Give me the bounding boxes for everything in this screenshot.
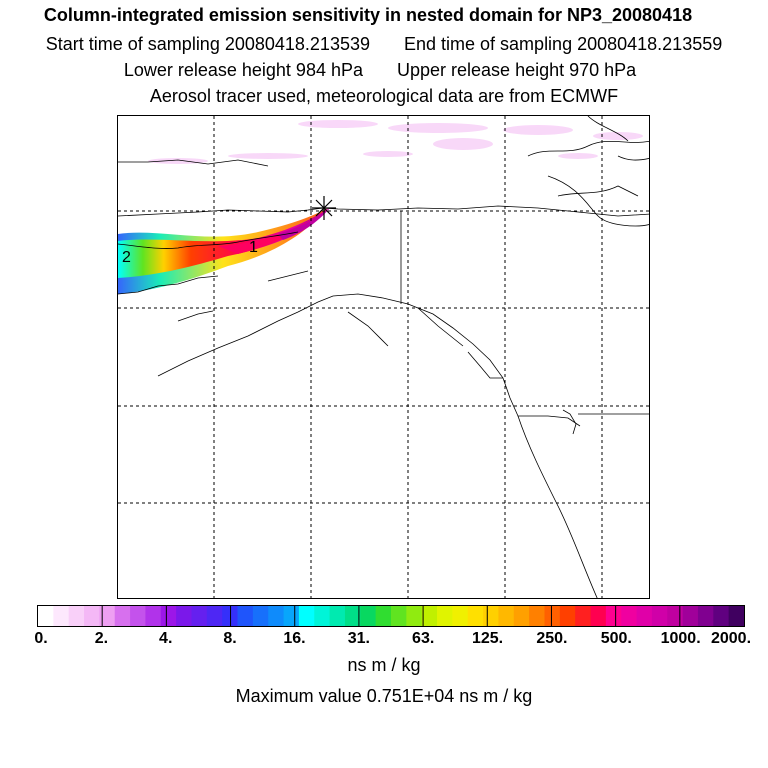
colorbar-swatch [298,606,315,626]
colorbar-tick-label: 31. [347,630,370,647]
colorbar-swatch [130,606,147,626]
colorbar-tick-label: 1000. [660,630,701,647]
colorbar-swatch [437,606,453,626]
colorbar-swatch [344,606,361,626]
release-point-marker [312,196,336,220]
colorbar-tick-label: 2. [94,630,109,647]
colorbar-swatch [544,606,561,626]
colorbar-swatch [391,606,407,626]
colorbar-swatch [252,606,269,626]
end-time: End time of sampling 20080418.213559 [404,34,723,54]
colorbar-swatch [314,606,331,626]
colorbar-swatch [53,606,70,626]
colorbar-tick-label: 63. [412,630,435,647]
colorbar-swatch [206,606,223,626]
colorbar-tick-label: 4. [159,630,173,647]
coastlines [118,116,649,598]
sensitivity-haze [148,120,643,164]
colorbar-swatch [160,606,177,626]
maximum-value: Maximum value 0.751E+04 ns m / kg [235,686,533,706]
colorbar-swatches [38,606,744,626]
colorbar-swatch [697,606,714,626]
colorbar-swatch [268,606,285,626]
emission-plume [118,208,330,294]
upper-release-height: Upper release height 970 hPa [397,60,637,80]
colorbar-swatch [421,606,438,626]
colorbar-swatch [636,606,653,626]
colorbar-swatch [283,606,300,626]
release-heights: Lower release height 984 hPa Upper releas… [0,60,764,81]
plume-marker-1: 1 [249,239,258,256]
plot-title: Column-integrated emission sensitivity i… [43,5,693,25]
colorbar-tick-label: 125. [471,630,504,647]
colorbar-swatch [667,606,684,626]
colorbar [37,605,745,627]
colorbar-swatch [621,606,638,626]
colorbar-tick-label: 8. [223,630,237,647]
lower-release-height: Lower release height 984 hPa [123,60,363,80]
colorbar-swatch [68,606,85,626]
colorbar-tick-label: 250. [536,630,568,647]
colorbar-swatch [529,606,546,626]
colorbar-swatch [513,606,530,626]
colorbar-swatch [360,606,377,626]
colorbar-swatch [728,606,744,626]
colorbar-swatch [498,606,515,626]
colorbar-swatch [483,606,500,626]
colorbar-swatch [590,606,607,626]
map-panel: 1 2 [117,115,650,599]
colorbar-tick-label: 0. [34,630,48,647]
colorbar-swatch [329,606,346,626]
graticule [118,116,649,598]
colorbar-swatch [452,606,469,626]
colorbar-swatch [559,606,576,626]
start-time: Start time of sampling 20080418.213539 [45,34,370,54]
colorbar-swatch [99,606,116,626]
colorbar-swatch [651,606,668,626]
colorbar-swatch [176,606,193,626]
colorbar-tick-label: 2000. [710,630,752,647]
colorbar-tick-label: 16. [283,630,306,647]
colorbar-swatch [406,606,423,626]
colorbar-swatch [38,606,54,626]
colorbar-swatch [605,606,622,626]
colorbar-tick-labels: 0. 2. 4. 8. 16. 31. 63. 125. 250. 500. 1000. 2000. [0,630,768,650]
colorbar-swatch [375,606,392,626]
sampling-times: Start time of sampling 20080418.213539 En… [0,34,768,55]
colorbar-swatch [467,606,484,626]
colorbar-swatch [713,606,730,626]
colorbar-tick-label: 500. [600,630,632,647]
colorbar-units: ns m / kg [347,655,421,675]
tracer-info: Aerosol tracer used, meteorological data… [149,86,619,106]
colorbar-swatch [191,606,208,626]
colorbar-swatch [114,606,131,626]
colorbar-swatch [575,606,592,626]
map-canvas: 1 2 [118,116,649,598]
plume-marker-2: 2 [122,249,131,266]
colorbar-swatch [237,606,254,626]
colorbar-swatch [84,606,100,626]
colorbar-swatch [682,606,699,626]
colorbar-swatch [145,606,162,626]
